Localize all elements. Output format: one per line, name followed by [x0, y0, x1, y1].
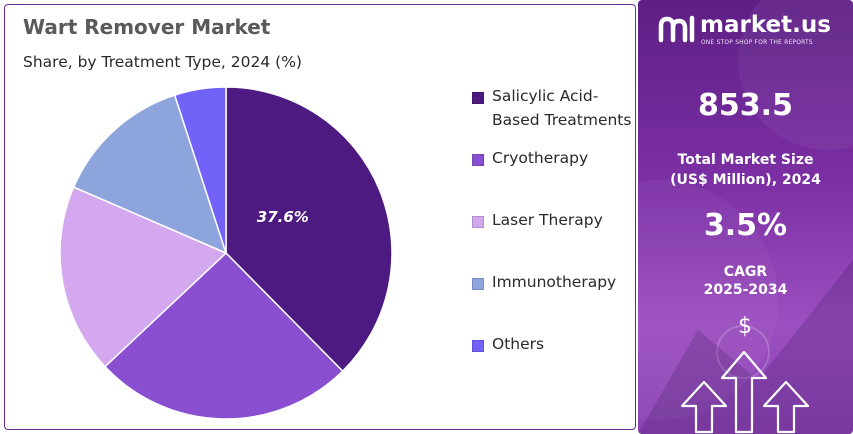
- pie-slice-cryotherapy: [103, 251, 344, 420]
- cagr-label-line2: 2025-2034: [703, 282, 788, 298]
- brand-tagline: ONE STOP SHOP FOR THE REPORTS: [701, 40, 813, 46]
- chart-card: Wart Remover Market Share, by Treatment …: [4, 4, 636, 430]
- cagr-value: 3.5%: [703, 208, 788, 243]
- legend-swatch: [472, 278, 484, 290]
- pie-data-label: 37.6%: [257, 208, 309, 226]
- legend-label: Immunotherapy: [492, 273, 617, 291]
- chart-title: Wart Remover Market: [23, 15, 271, 39]
- legend-swatch: [472, 340, 484, 352]
- legend-label: Cryotherapy: [492, 149, 589, 167]
- market-size-value: 853.5: [698, 88, 793, 123]
- legend-swatch: [472, 154, 484, 166]
- market-size-label-line2: (US$ Million), 2024: [670, 172, 821, 188]
- legend-swatch: [472, 216, 484, 228]
- dollar-icon: $: [738, 314, 752, 339]
- legend-label: Laser Therapy: [492, 211, 603, 229]
- market-size-label-line1: Total Market Size: [677, 152, 814, 168]
- chart-subtitle: Share, by Treatment Type, 2024 (%): [23, 53, 302, 71]
- market-us-logo-icon: [658, 15, 695, 43]
- pie-slice-others: [173, 86, 227, 254]
- pie-slice-laser-therapy: [59, 186, 228, 368]
- legend-swatch: [472, 92, 484, 104]
- brand-name: market.us: [700, 12, 831, 38]
- cagr-label-line1: CAGR: [723, 264, 768, 280]
- background-decoration: [638, 0, 853, 434]
- legend-label: Others: [492, 335, 545, 353]
- pie-chart: 37.6%: [59, 86, 393, 420]
- up-arrows-icon: [680, 350, 810, 434]
- pie-slice-immunotherapy: [72, 94, 228, 255]
- side-panel: market.us ONE STOP SHOP FOR THE REPORTS …: [638, 0, 853, 434]
- pie-slice-salicylic-acid-based-treatments: [225, 86, 393, 373]
- legend-label: Salicylic Acid-Based Treatments: [492, 87, 632, 129]
